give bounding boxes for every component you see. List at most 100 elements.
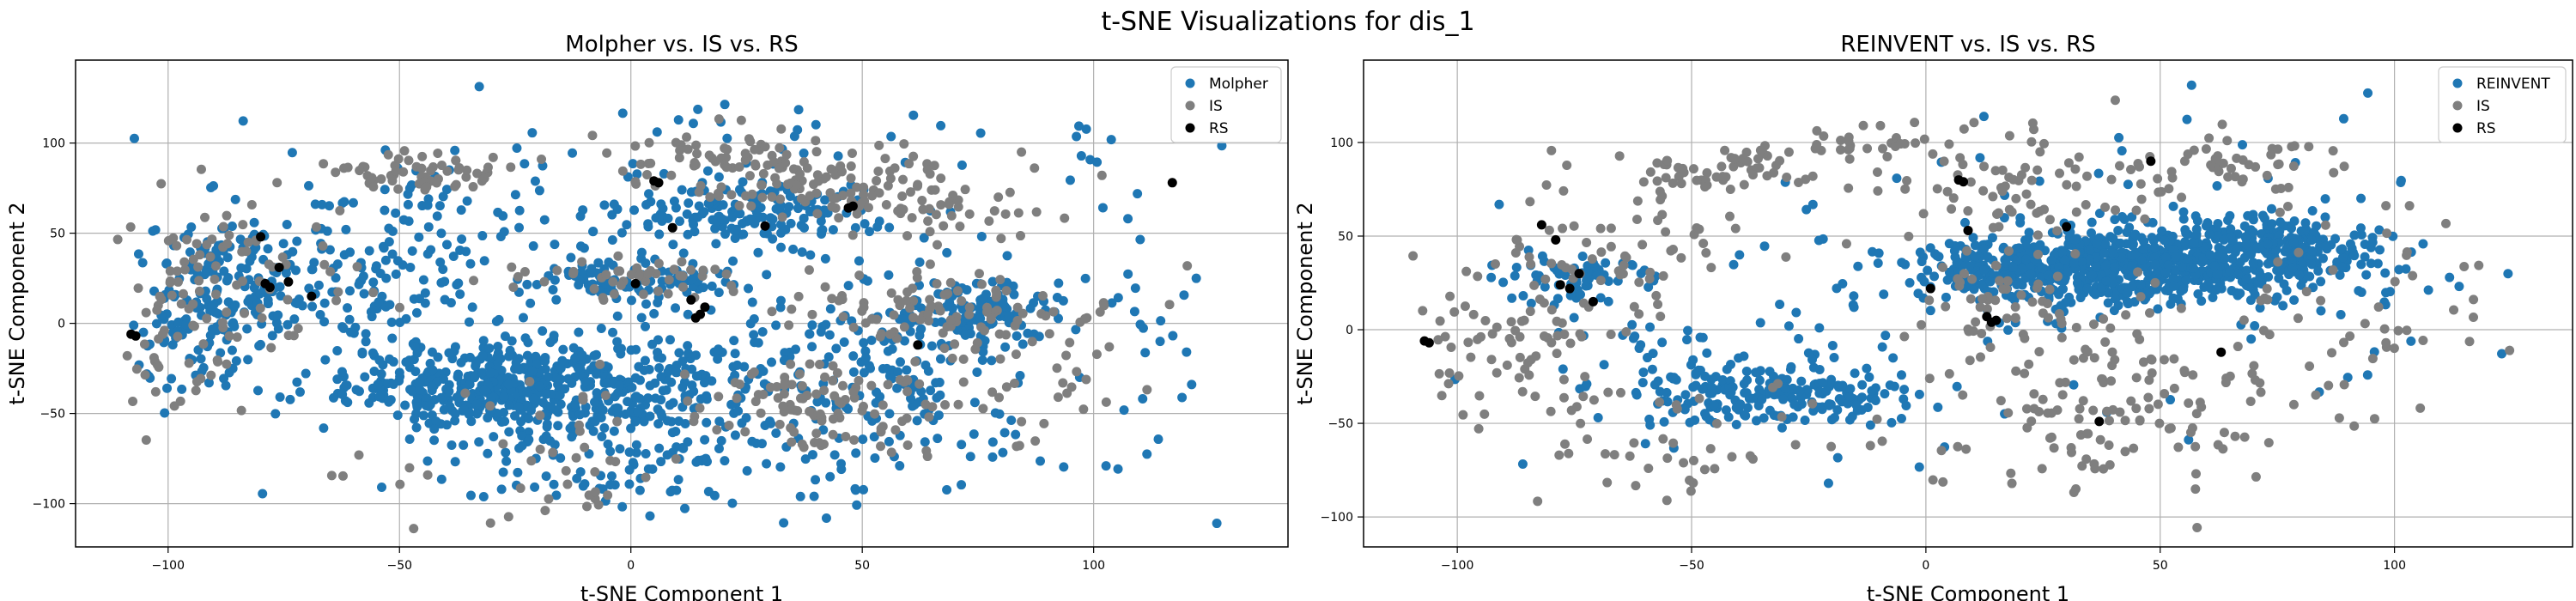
data-point xyxy=(683,197,694,208)
data-point xyxy=(858,401,868,411)
data-point xyxy=(448,252,459,262)
data-point xyxy=(2328,265,2338,276)
data-point xyxy=(2033,249,2044,259)
data-point xyxy=(846,173,856,184)
data-point xyxy=(590,467,600,477)
data-point xyxy=(1914,462,1924,472)
data-point xyxy=(612,311,623,321)
data-point xyxy=(1965,294,1976,304)
data-point xyxy=(829,450,840,460)
data-point xyxy=(1662,397,1673,407)
data-point xyxy=(994,392,1005,403)
data-point xyxy=(354,450,364,460)
data-point xyxy=(1794,178,1804,188)
data-point xyxy=(1634,343,1644,354)
data-point xyxy=(1662,453,1673,464)
data-point xyxy=(2188,263,2198,273)
data-point xyxy=(1676,179,1686,189)
data-point xyxy=(653,286,664,296)
data-point xyxy=(631,447,641,458)
data-point xyxy=(2026,269,2036,279)
data-point xyxy=(1905,277,1915,288)
data-point xyxy=(1944,139,1954,149)
data-point xyxy=(897,191,908,201)
data-point xyxy=(826,164,836,174)
data-point xyxy=(1941,292,1951,302)
data-point xyxy=(179,257,190,267)
data-point xyxy=(361,337,371,347)
data-point xyxy=(707,153,717,163)
data-point xyxy=(776,242,787,252)
data-point xyxy=(2404,201,2415,211)
data-point xyxy=(2004,131,2014,141)
data-point xyxy=(2133,267,2143,277)
data-point xyxy=(343,303,353,313)
data-point xyxy=(2201,143,2211,154)
data-point xyxy=(975,313,986,324)
data-point xyxy=(129,320,139,331)
data-point xyxy=(866,335,877,345)
data-point xyxy=(734,161,744,172)
data-point xyxy=(671,426,681,436)
data-point xyxy=(304,180,314,191)
data-point xyxy=(730,233,740,243)
data-point xyxy=(530,482,540,492)
data-point xyxy=(836,464,847,475)
data-point xyxy=(762,160,773,170)
data-point xyxy=(410,367,421,377)
data-point xyxy=(1720,145,1730,155)
data-point xyxy=(839,337,849,347)
data-point xyxy=(450,457,460,467)
data-point xyxy=(522,387,532,398)
data-point xyxy=(478,492,489,502)
data-point xyxy=(1844,183,1854,193)
data-point xyxy=(775,194,786,204)
data-point xyxy=(720,456,730,466)
data-point xyxy=(2032,165,2043,175)
data-point xyxy=(341,224,351,234)
data-point xyxy=(1133,189,1143,199)
data-point xyxy=(860,318,871,328)
data-point xyxy=(714,114,724,124)
data-point xyxy=(756,408,766,418)
data-point xyxy=(553,421,563,431)
data-point xyxy=(2212,180,2222,191)
data-point xyxy=(141,307,151,318)
data-point xyxy=(1593,413,1603,423)
data-point xyxy=(2336,245,2346,255)
data-point xyxy=(2270,184,2281,194)
data-point xyxy=(686,294,696,305)
data-point xyxy=(2074,284,2084,294)
data-point xyxy=(1685,417,1695,428)
data-point xyxy=(513,402,524,412)
data-point xyxy=(506,162,516,173)
data-point xyxy=(2296,226,2306,236)
data-point xyxy=(2196,296,2207,307)
data-point xyxy=(501,456,512,466)
data-point xyxy=(2087,217,2097,228)
data-point xyxy=(331,167,341,178)
data-point xyxy=(1534,294,1545,304)
data-point xyxy=(2044,270,2054,281)
data-point xyxy=(1925,283,1935,294)
data-point xyxy=(616,343,626,354)
data-point xyxy=(1688,355,1698,365)
data-point xyxy=(675,145,685,155)
data-point xyxy=(2071,484,2081,495)
data-point xyxy=(1680,404,1690,415)
data-point xyxy=(1662,387,1672,398)
data-point xyxy=(2144,404,2154,414)
data-point xyxy=(2248,215,2258,225)
data-point xyxy=(471,359,481,369)
data-point xyxy=(2168,244,2178,254)
data-point xyxy=(1575,384,1585,394)
data-point xyxy=(2330,234,2341,244)
data-point xyxy=(831,343,841,354)
data-point xyxy=(1606,329,1616,339)
data-point xyxy=(1578,392,1589,402)
data-point xyxy=(1668,244,1679,254)
data-point xyxy=(1998,284,2008,294)
data-point xyxy=(2052,271,2063,282)
data-point xyxy=(828,375,838,385)
